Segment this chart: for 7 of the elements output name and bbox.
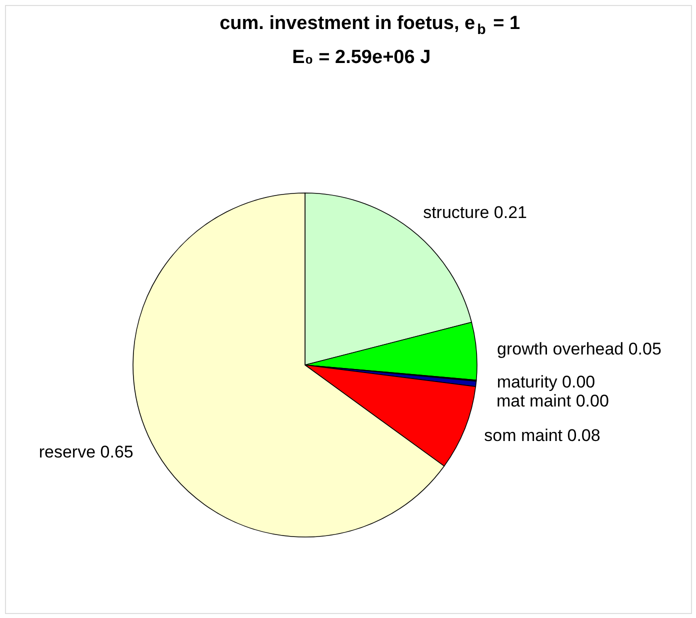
slice-label: structure 0.21: [423, 202, 528, 222]
chart-subtitle: E₀ = 2.59e+06 J: [292, 47, 431, 68]
slice-label: reserve 0.65: [38, 442, 134, 462]
slice-label: mat maint 0.00: [496, 392, 609, 411]
slice-label: maturity 0.00: [496, 372, 596, 392]
slice-label: growth overhead 0.05: [497, 339, 662, 358]
slice-label: som maint 0.08: [484, 426, 600, 445]
